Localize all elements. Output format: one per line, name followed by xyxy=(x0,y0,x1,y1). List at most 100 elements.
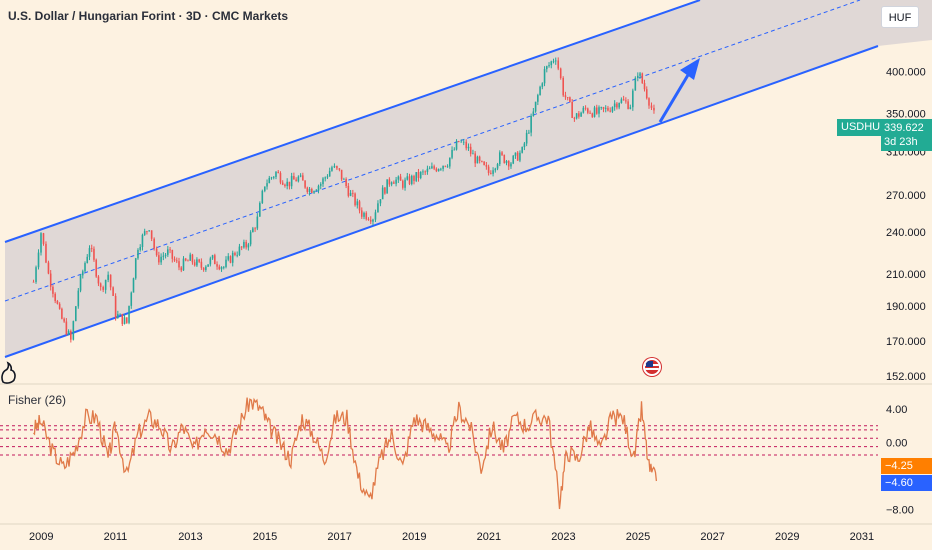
arrow-head xyxy=(680,58,700,80)
price-axis[interactable]: 400.000350.000310.000270.000240.000210.0… xyxy=(886,66,926,383)
candle-body xyxy=(521,147,523,153)
candle-body xyxy=(211,255,214,259)
price-tick-label: 270.000 xyxy=(886,190,926,202)
regression-channel[interactable] xyxy=(4,0,932,358)
time-axis[interactable]: 2009 2011 2013 2015 2017 2019 2021 2023 2025 2027… xyxy=(0,523,932,543)
candle-body xyxy=(501,152,503,155)
candle-body xyxy=(196,259,198,266)
candle-body xyxy=(395,179,397,184)
candle-body xyxy=(523,143,526,148)
time-tick-label: 2009 xyxy=(29,531,53,543)
candle-body xyxy=(587,108,589,113)
candle-body xyxy=(155,248,158,256)
candle-body xyxy=(566,97,569,98)
candle-body xyxy=(137,249,139,259)
candle-body xyxy=(229,256,232,263)
candle-body xyxy=(465,141,468,149)
candle-body xyxy=(648,98,650,106)
candle-body xyxy=(474,153,476,164)
candle-body xyxy=(345,178,347,186)
candle-body xyxy=(472,153,474,155)
candle-body xyxy=(397,176,400,180)
price-tick-label: 152.000 xyxy=(886,371,926,383)
candle-body xyxy=(331,167,333,171)
candle-body xyxy=(220,267,223,270)
candle-body xyxy=(481,160,483,162)
candle-body xyxy=(61,308,63,319)
candle-body xyxy=(277,171,280,174)
indicator-title[interactable]: Fisher (26) xyxy=(8,393,67,407)
fisher-line xyxy=(33,397,658,510)
candle-body xyxy=(86,256,89,264)
candle-body xyxy=(193,262,196,266)
candle-body xyxy=(336,165,338,169)
candle-body xyxy=(77,290,80,307)
candle-body xyxy=(288,181,291,187)
candle-body xyxy=(114,295,117,318)
candle-body xyxy=(591,113,594,117)
candle-body xyxy=(225,259,227,267)
candle-body xyxy=(358,201,361,211)
candle-body xyxy=(349,192,352,196)
candle-body xyxy=(424,171,426,173)
candle-body xyxy=(306,187,309,192)
candle-body xyxy=(227,256,230,260)
candle-body xyxy=(143,231,146,235)
price-tick-label: 240.000 xyxy=(886,227,926,239)
candle-body xyxy=(369,219,372,222)
candle-body xyxy=(384,187,386,194)
bar-countdown: 3d 23h xyxy=(884,136,918,148)
candle-body xyxy=(123,317,126,324)
currency-button[interactable]: HUF xyxy=(881,6,919,28)
candle-body xyxy=(437,169,440,172)
time-tick-label: 2015 xyxy=(253,531,277,543)
candle-body xyxy=(589,112,591,114)
candle-body xyxy=(446,166,449,168)
candle-body xyxy=(582,107,585,113)
candle-body xyxy=(449,157,451,167)
candle-body xyxy=(609,110,611,112)
candle-body xyxy=(519,152,521,161)
candle-body xyxy=(308,188,311,192)
candle-body xyxy=(184,258,187,261)
candle-body xyxy=(254,228,256,230)
candle-body xyxy=(146,231,148,232)
candle-body xyxy=(247,244,250,248)
candle-body xyxy=(173,258,176,261)
candle-body xyxy=(406,176,409,180)
time-tick-label: 2029 xyxy=(775,531,799,543)
candle-body xyxy=(52,286,54,294)
candle-body xyxy=(528,132,530,134)
candle-body xyxy=(187,260,189,262)
candle-body xyxy=(49,273,52,287)
candle-body xyxy=(573,117,576,119)
candle-body xyxy=(393,182,395,184)
candle-body xyxy=(338,168,341,170)
candle-body xyxy=(539,86,541,96)
candle-body xyxy=(598,107,600,114)
candle-body xyxy=(167,249,169,255)
us-flag-icon[interactable] xyxy=(643,358,661,376)
candle-body xyxy=(618,102,620,108)
tradingview-logo-icon[interactable] xyxy=(0,350,18,384)
candle-body xyxy=(639,73,641,76)
candle-body xyxy=(295,179,297,182)
candle-body xyxy=(453,149,456,151)
fisher-tick-label: 4.00 xyxy=(886,404,907,416)
candle-body xyxy=(372,219,374,222)
candle-body xyxy=(367,219,370,220)
candle-body xyxy=(478,156,481,161)
candle-body xyxy=(507,160,510,167)
candle-body xyxy=(490,172,492,174)
candle-body xyxy=(627,101,629,109)
candle-body xyxy=(543,69,546,84)
candle-body xyxy=(117,314,119,318)
forecast-arrow[interactable] xyxy=(658,58,700,123)
fisher-value-orange: −4.25 xyxy=(881,458,932,474)
candle-body xyxy=(58,303,61,309)
candle-body xyxy=(354,193,356,206)
candle-body xyxy=(200,261,203,268)
candle-body xyxy=(56,301,59,304)
candle-body xyxy=(266,183,268,187)
